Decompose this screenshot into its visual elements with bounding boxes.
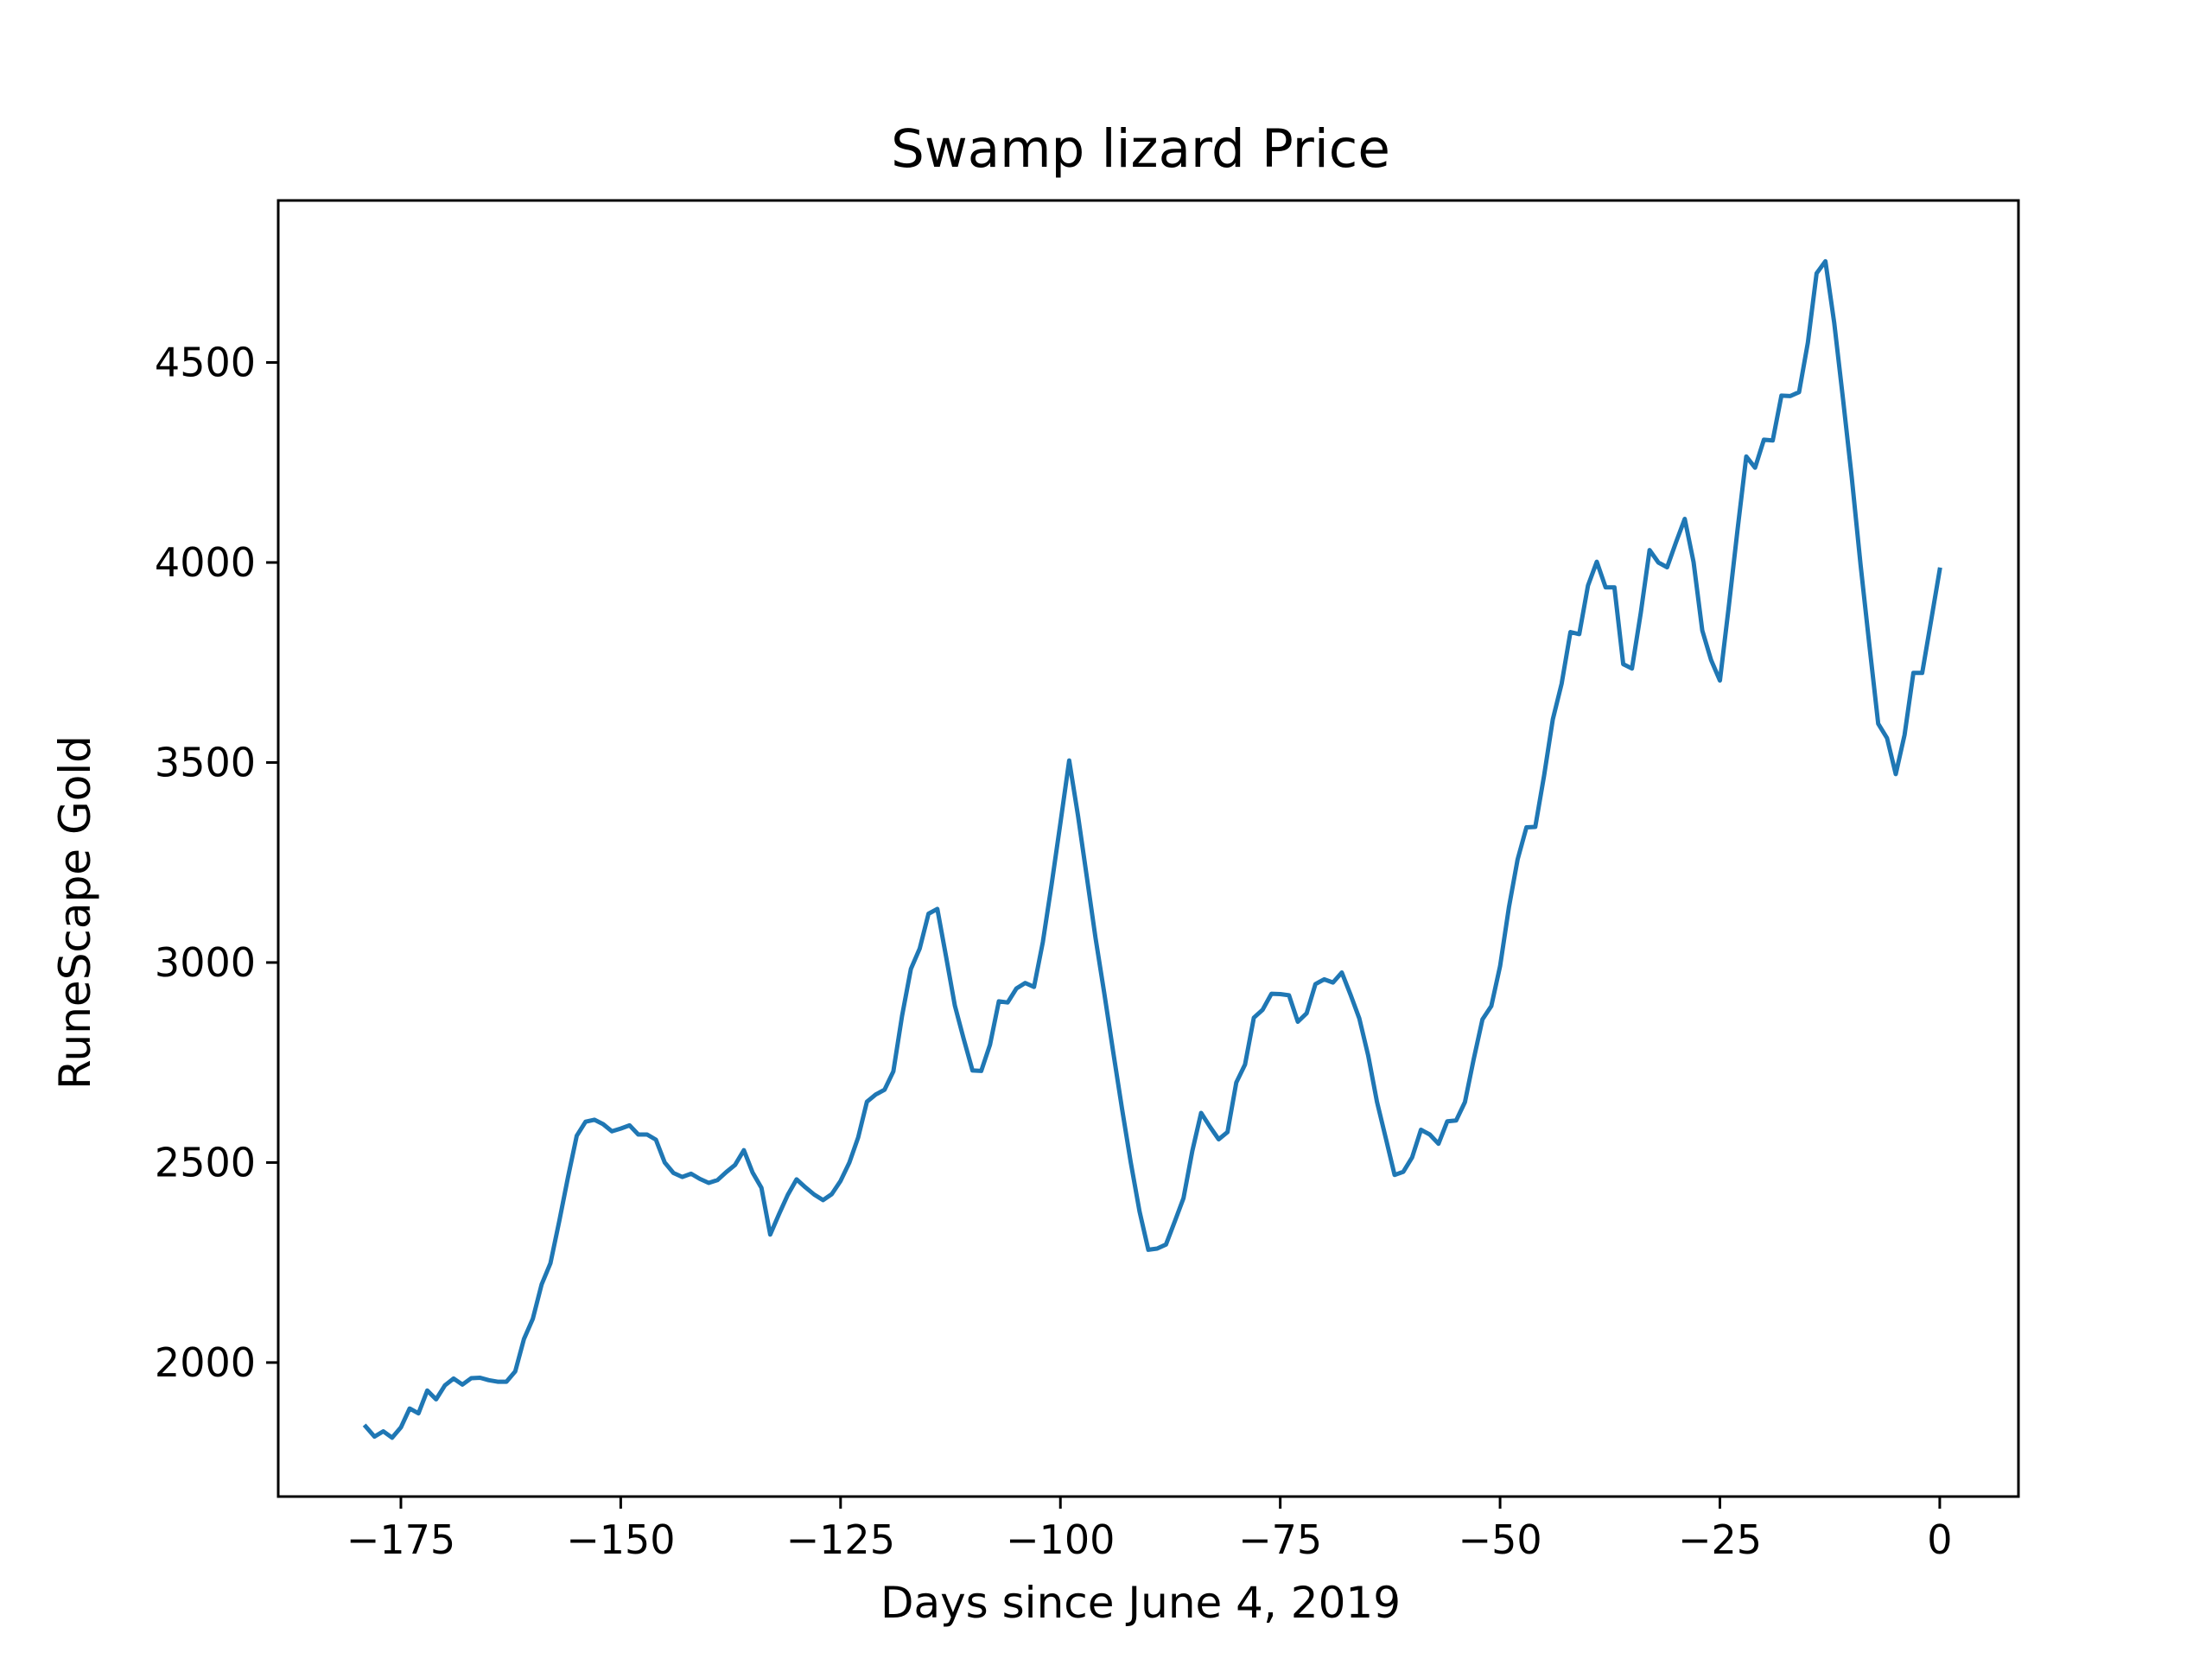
x-tick-label: −25 bbox=[1678, 1516, 1762, 1563]
x-tick-label: −100 bbox=[1006, 1516, 1115, 1563]
x-tick-label: −150 bbox=[566, 1516, 675, 1563]
x-axis-label: Days since June 4, 2019 bbox=[880, 1578, 1401, 1628]
x-tick-label: −75 bbox=[1238, 1516, 1322, 1563]
chart-title: Swamp lizard Price bbox=[891, 118, 1390, 180]
x-tick-label: 0 bbox=[1927, 1516, 1952, 1563]
y-axis-label: RuneScape Gold bbox=[50, 735, 100, 1090]
y-tick-label: 2000 bbox=[155, 1339, 256, 1386]
y-axis: 2000 2500 3000 3500 4000 4500 bbox=[155, 340, 278, 1386]
x-tick-label: −125 bbox=[786, 1516, 895, 1563]
price-series-line bbox=[362, 258, 1942, 1440]
y-tick-label: 4000 bbox=[155, 539, 256, 586]
x-tick-label: −50 bbox=[1459, 1516, 1542, 1563]
x-tick-label: −175 bbox=[346, 1516, 455, 1563]
y-tick-label: 3000 bbox=[155, 939, 256, 986]
y-tick-label: 4500 bbox=[155, 340, 256, 386]
y-tick-label: 2500 bbox=[155, 1139, 256, 1185]
y-tick-label: 3500 bbox=[155, 739, 256, 785]
axes-frame bbox=[276, 199, 2020, 1498]
x-axis: −175 −150 −125 −100 −75 −50 −25 0 bbox=[346, 1497, 1953, 1563]
